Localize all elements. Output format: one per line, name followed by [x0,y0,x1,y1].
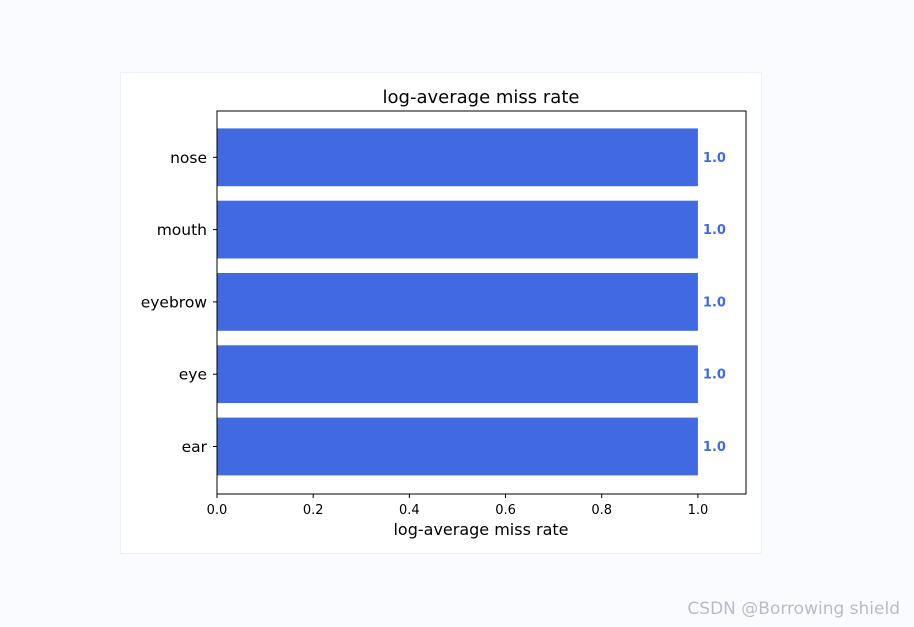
bar-value-label: 1.0 [703,368,726,383]
bar-eye [217,345,698,404]
y-tick-label-eyebrow: eyebrow [141,293,208,311]
chart-card: log-average miss rate 1.0 1.0 1.0 1.0 1.0 ea… [121,73,761,553]
x-ticks: 0.0 0.2 0.4 0.6 0.8 1.0 [207,494,709,518]
x-tick-label: 0.6 [495,503,516,518]
x-tick-label: 0.0 [207,503,228,518]
bar-value-label: 1.0 [703,223,726,238]
y-tick-label-mouth: mouth [157,221,207,239]
y-tick-label-eye: eye [179,366,207,384]
x-tick-label: 0.2 [303,503,324,518]
bar-value-label: 1.0 [703,295,726,310]
bar-ear [217,417,698,476]
plot-frame [216,110,747,495]
bar-eyebrow [217,273,698,331]
bar-value-label: 1.0 [703,440,726,455]
chart-title: log-average miss rate [383,87,580,108]
bar-value-label: 1.0 [703,151,726,166]
x-tick-label: 0.4 [399,503,420,518]
bar-nose [217,128,698,187]
y-ticks: ear eye eyebrow mouth nose [141,149,217,456]
y-tick-label-ear: ear [182,438,208,456]
bars-layer: 1.0 1.0 1.0 1.0 1.0 [217,128,726,476]
x-tick-label: 1.0 [688,503,709,518]
x-tick-label: 0.8 [591,503,612,518]
y-tick-label-nose: nose [170,149,207,167]
watermark-text: CSDN @Borrowing shield [687,599,900,619]
chart: log-average miss rate 1.0 1.0 1.0 1.0 1.0 ea… [141,87,747,539]
x-axis-label: log-average miss rate [393,520,568,539]
bar-mouth [217,200,698,259]
